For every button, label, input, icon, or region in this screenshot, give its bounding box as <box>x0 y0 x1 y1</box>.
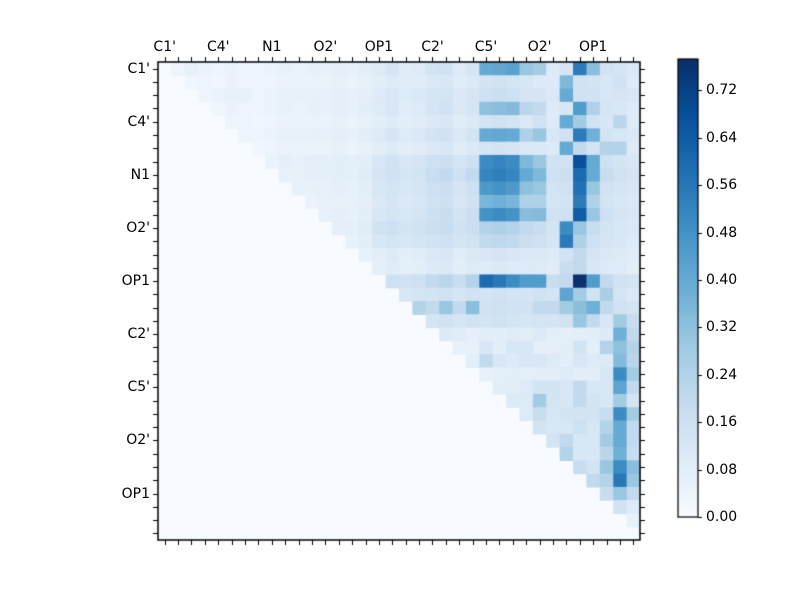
y-axis-tick-label: C4' <box>127 113 150 130</box>
colorbar-tick-label: 0.48 <box>706 224 738 241</box>
y-axis-tick-label: OP1 <box>121 273 150 290</box>
x-axis-tick-label: OP1 <box>364 39 394 55</box>
x-axis-tick-label: OP1 <box>578 39 608 55</box>
x-axis-tick-label: O2' <box>313 39 338 55</box>
y-axis-tick-label: C1' <box>127 60 150 77</box>
y-axis-tick-label: N1 <box>130 166 150 183</box>
y-axis-tick-label: C5' <box>127 379 150 396</box>
x-axis-tick-label: C1' <box>153 39 176 55</box>
colorbar-tick-label: 0.56 <box>706 177 738 194</box>
x-axis-tick-label: N1 <box>262 39 282 55</box>
colorbar-tick-label: 0.16 <box>706 414 738 431</box>
x-axis-tick-label: C4' <box>206 39 230 55</box>
colorbar-tick-label: 0.40 <box>706 272 738 288</box>
colorbar-tick-label: 0.00 <box>706 509 738 525</box>
y-axis-tick-label: O2' <box>126 219 150 236</box>
x-axis-tick-label: C5' <box>474 39 498 55</box>
colorbar-tick-label: 0.08 <box>706 461 738 478</box>
y-axis-tick-label: O2' <box>126 432 150 449</box>
colorbar-tick-label: 0.64 <box>706 129 738 146</box>
x-axis-tick-label: O2' <box>527 39 552 55</box>
colorbar-tick-label: 0.24 <box>706 366 738 383</box>
y-axis-tick-label: OP1 <box>121 485 150 502</box>
y-axis-tick-label: C2' <box>127 326 150 343</box>
x-axis-tick-label: C2' <box>421 39 444 55</box>
colorbar-tick-label: 0.72 <box>706 82 738 99</box>
colorbar-tick-label: 0.32 <box>706 319 738 336</box>
